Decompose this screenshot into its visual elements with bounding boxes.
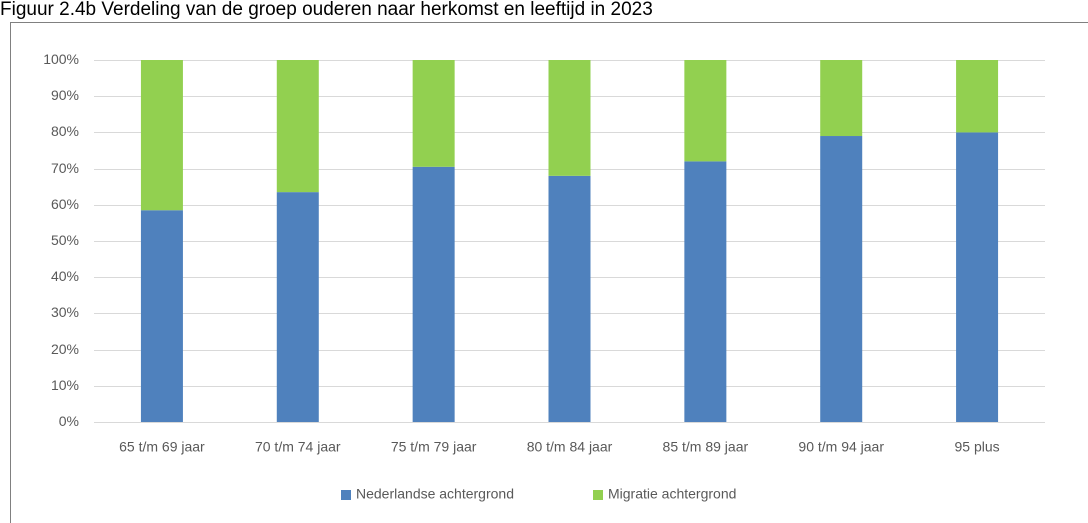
x-tick-label: 90 t/m 94 jaar [798, 439, 884, 455]
bar-segment [140, 210, 183, 422]
chart-title: Figuur 2.4b Verdeling van de groep ouder… [0, 0, 653, 20]
bar-segment [412, 60, 455, 167]
bar-segment [956, 132, 999, 422]
bar-segment [684, 161, 727, 423]
x-tick-label: 70 t/m 74 jaar [255, 439, 341, 455]
y-tick-label: 0% [59, 413, 79, 429]
bar-segment [820, 60, 863, 137]
y-tick-label: 40% [51, 268, 79, 284]
bar-segment [820, 136, 863, 422]
y-tick-label: 20% [51, 341, 79, 357]
y-tick-label: 70% [51, 160, 79, 176]
y-tick-label: 90% [51, 87, 79, 103]
legend-swatch [593, 490, 603, 500]
bar-segment [412, 166, 455, 422]
bar-segment [276, 60, 319, 193]
legend-label: Migratie achtergrond [608, 486, 736, 502]
x-tick-label: 85 t/m 89 jaar [663, 439, 749, 455]
y-tick-label: 100% [43, 51, 79, 67]
bar-segment [548, 175, 591, 422]
x-tick-label: 75 t/m 79 jaar [391, 439, 477, 455]
legend-swatch [341, 490, 351, 500]
legend-label: Nederlandse achtergrond [356, 486, 514, 502]
y-tick-label: 10% [51, 377, 79, 393]
bar-segment [548, 60, 591, 176]
x-tick-label: 95 plus [954, 439, 999, 455]
bar-segment [140, 60, 183, 211]
y-tick-label: 30% [51, 304, 79, 320]
y-tick-label: 50% [51, 232, 79, 248]
bar-segment [684, 60, 727, 162]
bar-segment [276, 192, 319, 422]
y-tick-label: 60% [51, 196, 79, 212]
bar-segment [956, 60, 999, 133]
y-tick-label: 80% [51, 123, 79, 139]
x-tick-label: 80 t/m 84 jaar [527, 439, 613, 455]
chart-frame [10, 22, 1088, 523]
x-tick-label: 65 t/m 69 jaar [119, 439, 205, 455]
